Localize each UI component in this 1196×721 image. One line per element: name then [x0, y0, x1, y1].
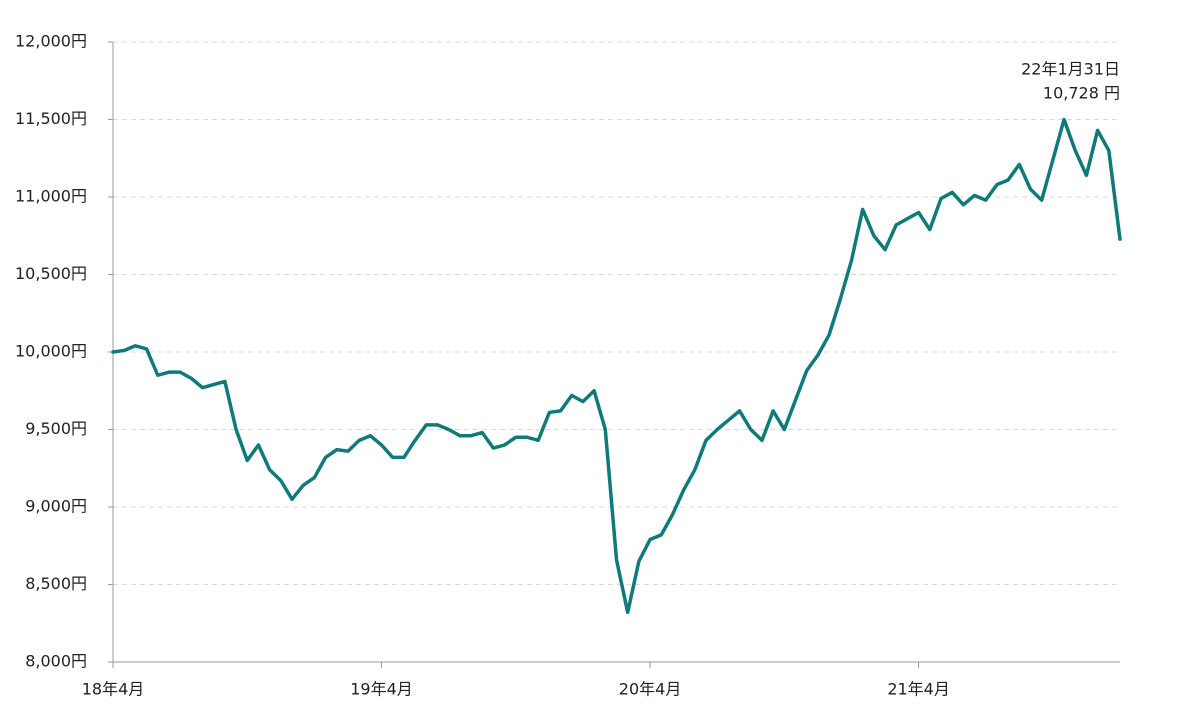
- y-tick-label: 11,500円: [15, 109, 87, 128]
- y-tick-label: 9,000円: [25, 497, 87, 516]
- y-tick-label: 10,500円: [15, 264, 87, 283]
- price-line: [111, 117, 1122, 615]
- x-tick-label: 19年4月: [350, 680, 413, 699]
- x-tick-label: 21年4月: [887, 680, 950, 699]
- y-tick-label: 9,500円: [25, 419, 87, 438]
- x-tick-label: 20年4月: [619, 680, 682, 699]
- y-tick-label: 10,000円: [15, 342, 87, 361]
- x-tick-label: 18年4月: [82, 680, 145, 699]
- y-tick-label: 11,000円: [15, 187, 87, 206]
- annotation-date: 22年1月31日: [1021, 60, 1120, 79]
- y-tick-label: 8,500円: [25, 574, 87, 593]
- y-tick-label: 12,000円: [15, 32, 87, 51]
- annotation-value: 10,728 円: [1043, 84, 1120, 103]
- y-tick-label: 8,000円: [25, 652, 87, 671]
